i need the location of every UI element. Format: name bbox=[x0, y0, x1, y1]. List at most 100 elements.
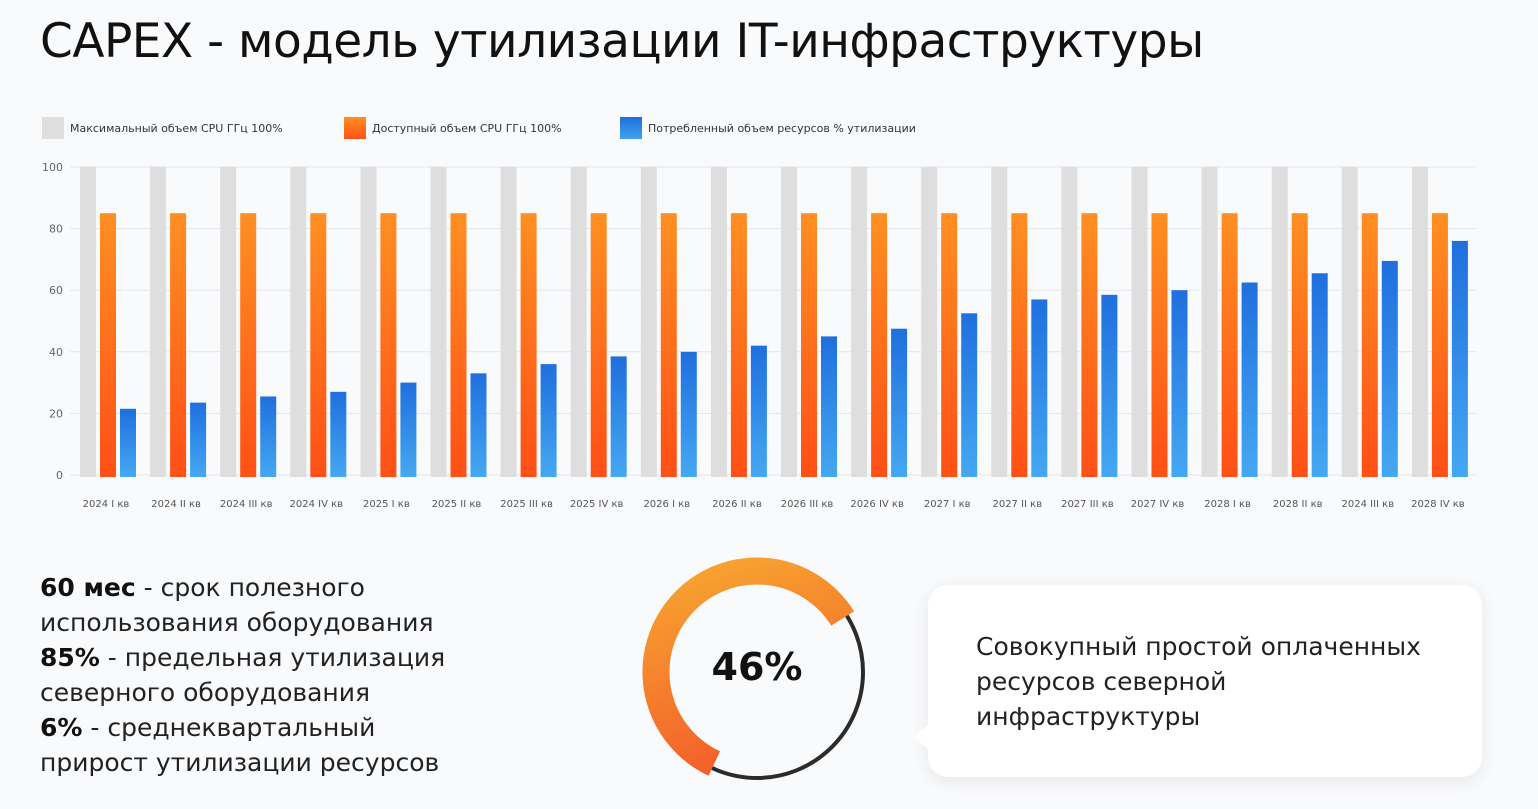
bar-available bbox=[941, 213, 958, 477]
x-tick-label: 2026 II кв bbox=[712, 499, 762, 510]
bar-max bbox=[1341, 167, 1358, 477]
bar-available bbox=[1221, 213, 1238, 477]
summary-text: 60 мес - срок полезного использования об… bbox=[40, 570, 485, 780]
legend-label: Максимальный объем CPU ГГц 100% bbox=[70, 121, 283, 135]
callout-box: Совокупный простой оплаченных ресурсов с… bbox=[914, 585, 1482, 777]
bar-consumed bbox=[540, 364, 557, 477]
x-tick-label: 2027 III кв bbox=[1061, 499, 1114, 510]
bar-max bbox=[1061, 167, 1078, 477]
bar-available bbox=[240, 213, 257, 477]
donut-arc bbox=[642, 557, 855, 776]
bar-max bbox=[851, 167, 868, 477]
bar-max bbox=[430, 167, 447, 477]
y-tick-label: 60 bbox=[49, 284, 63, 297]
bar-max bbox=[80, 167, 96, 477]
legend-swatch bbox=[42, 117, 64, 139]
callout-text: Совокупный простой оплаченных ресурсов с… bbox=[976, 632, 1421, 731]
bar-consumed bbox=[330, 391, 347, 477]
bar-consumed bbox=[1031, 299, 1048, 477]
x-tick-label: 2026 IV кв bbox=[850, 499, 904, 510]
x-tick-label: 2027 II кв bbox=[992, 499, 1042, 510]
legend-item-available: Доступный объем CPU ГГц 100% bbox=[344, 117, 562, 139]
bar-available bbox=[100, 213, 116, 477]
x-tick-label: 2027 IV кв bbox=[1131, 499, 1185, 510]
bar-consumed bbox=[120, 408, 136, 477]
summary-desc: - предельная утилизация северного оборуд… bbox=[40, 643, 446, 707]
bar-consumed bbox=[470, 373, 487, 477]
bar-available bbox=[1011, 213, 1028, 477]
summary-line: 6% - среднеквартальный прирост утилизаци… bbox=[40, 710, 485, 780]
bar-available bbox=[660, 213, 677, 477]
x-tick-label: 2024 III кв bbox=[1342, 499, 1395, 510]
legend-item-max: Максимальный объем CPU ГГц 100% bbox=[42, 117, 283, 139]
bar-consumed bbox=[400, 382, 417, 477]
y-tick-label: 80 bbox=[49, 223, 63, 236]
x-tick-label: 2024 IV кв bbox=[290, 499, 344, 510]
bar-available bbox=[1361, 213, 1378, 477]
bar-chart: 0 20 40 60 80 100 2024 I кв 2024 II кв 2024 III … bbox=[42, 161, 1476, 510]
bar-max bbox=[640, 167, 657, 477]
bar-consumed bbox=[680, 351, 697, 477]
summary-value: 6% bbox=[40, 713, 83, 742]
bar-consumed bbox=[1241, 282, 1258, 477]
x-tick-label: 2024 II кв bbox=[151, 499, 201, 510]
bar-available bbox=[380, 213, 397, 477]
x-tick-label: 2028 IV кв bbox=[1411, 499, 1465, 510]
x-tick-label: 2024 III кв bbox=[220, 499, 273, 510]
bar-consumed bbox=[190, 402, 207, 477]
bar-consumed bbox=[1311, 273, 1328, 477]
bar-consumed bbox=[961, 313, 978, 477]
bar-max bbox=[150, 167, 167, 477]
bar-available bbox=[730, 213, 747, 477]
y-tick-label: 0 bbox=[56, 469, 63, 482]
x-tick-label: 2025 I кв bbox=[363, 499, 410, 510]
bar-max bbox=[991, 167, 1008, 477]
x-tick-label: 2025 IV кв bbox=[570, 499, 624, 510]
bar-available bbox=[590, 213, 607, 477]
summary-desc: - среднеквартальный прирост утилизации р… bbox=[40, 713, 440, 777]
legend-label: Доступный объем CPU ГГц 100% bbox=[372, 121, 562, 135]
bar-consumed bbox=[1171, 290, 1188, 477]
bar-consumed bbox=[1451, 240, 1468, 477]
x-tick-label: 2025 II кв bbox=[432, 499, 482, 510]
bar-available bbox=[1151, 213, 1168, 477]
y-tick-label: 100 bbox=[42, 161, 63, 174]
bar-max bbox=[1131, 167, 1148, 477]
x-tick-label: 2026 III кв bbox=[781, 499, 834, 510]
bar-max bbox=[1271, 167, 1288, 477]
x-tick-label: 2028 I кв bbox=[1204, 499, 1251, 510]
bar-available bbox=[170, 213, 187, 477]
legend-item-consumed: Потребленный объем ресурсов % утилизации bbox=[620, 117, 916, 139]
summary-line: 85% - предельная утилизация северного об… bbox=[40, 640, 485, 710]
bar-available bbox=[1291, 213, 1308, 477]
page-title: CAPEX - модель утилизации IT-инфраструкт… bbox=[40, 14, 1204, 69]
x-tick-label: 2028 II кв bbox=[1273, 499, 1323, 510]
summary-desc: - срок полезного использования оборудова… bbox=[40, 573, 434, 637]
legend-swatch bbox=[344, 117, 366, 139]
bar-available bbox=[450, 213, 467, 477]
y-tick-label: 40 bbox=[49, 346, 63, 359]
x-tick-label: 2026 I кв bbox=[643, 499, 690, 510]
bar-consumed bbox=[1101, 294, 1118, 477]
bar-consumed bbox=[260, 396, 277, 477]
bar-max bbox=[290, 167, 307, 477]
bar-consumed bbox=[891, 328, 908, 477]
summary-line: 60 мес - срок полезного использования об… bbox=[40, 570, 485, 640]
bar-available bbox=[871, 213, 888, 477]
legend-label: Потребленный объем ресурсов % утилизации bbox=[648, 121, 916, 135]
summary-value: 60 мес bbox=[40, 573, 136, 602]
bar-consumed bbox=[750, 345, 767, 477]
summary-value: 85% bbox=[40, 643, 100, 672]
x-tick-label: 2027 I кв bbox=[924, 499, 971, 510]
legend-swatch bbox=[620, 117, 642, 139]
bar-consumed bbox=[821, 336, 837, 477]
bar-max bbox=[1201, 167, 1218, 477]
bar-available bbox=[1081, 213, 1098, 477]
bar-consumed bbox=[1381, 260, 1398, 477]
bar-max bbox=[1411, 167, 1428, 477]
bar-max bbox=[360, 167, 377, 477]
bar-available bbox=[310, 213, 327, 477]
bar-available bbox=[801, 213, 817, 477]
donut-value: 46% bbox=[711, 645, 803, 689]
bar-max bbox=[570, 167, 587, 477]
